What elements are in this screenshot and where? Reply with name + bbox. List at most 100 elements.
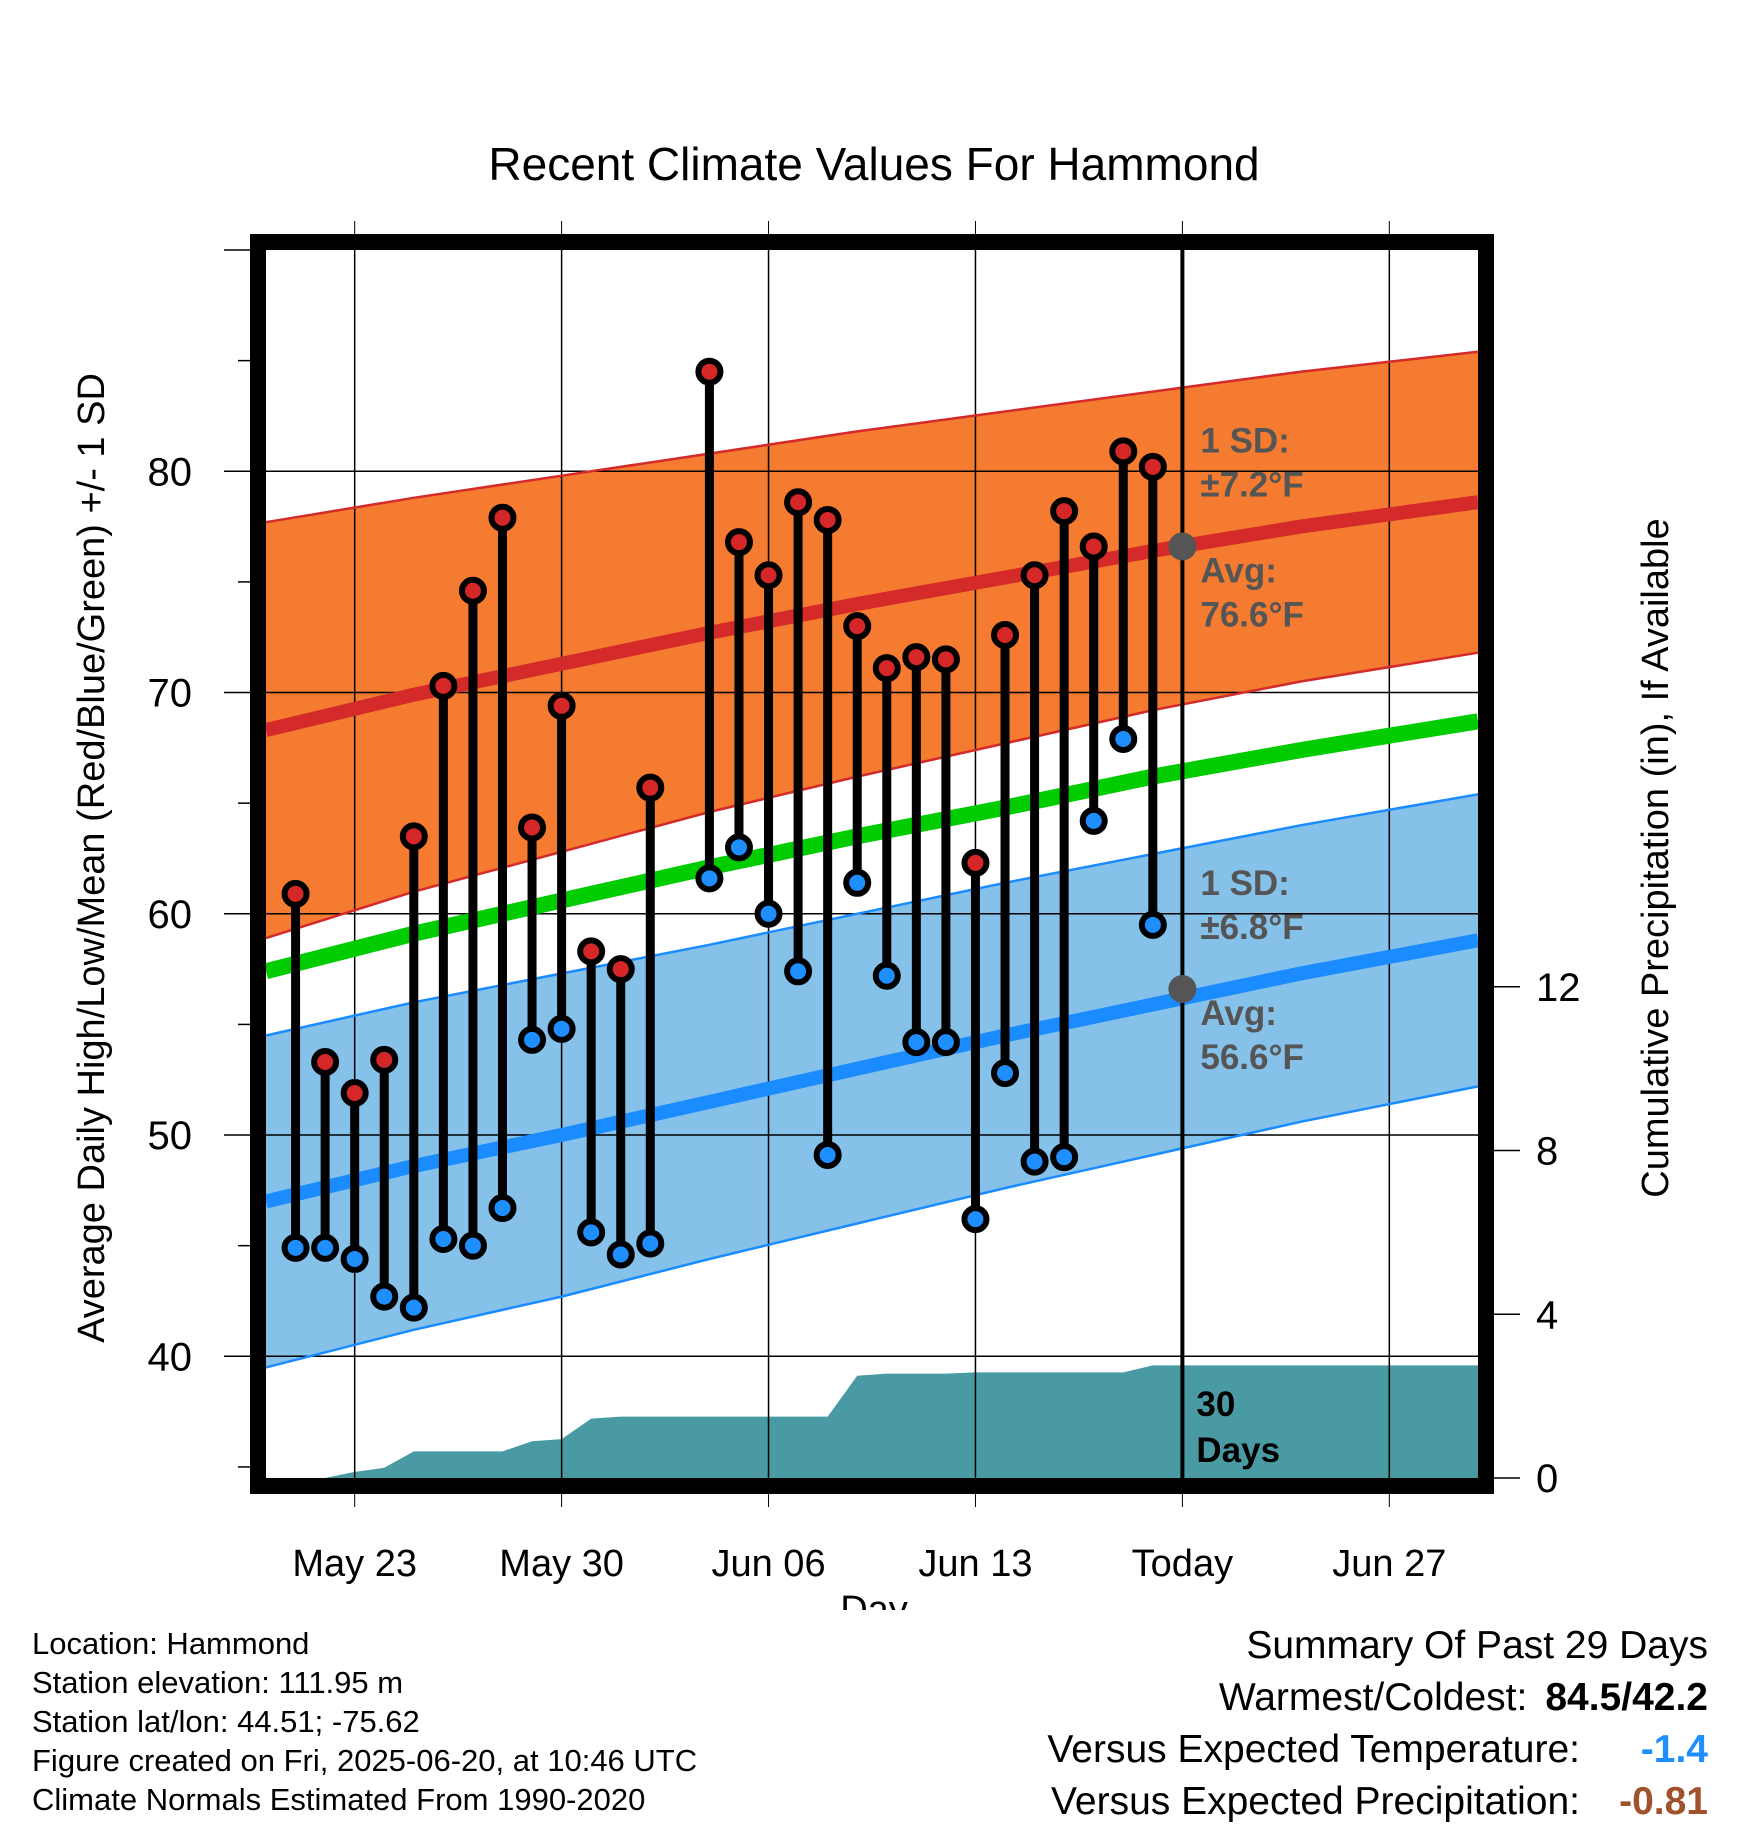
- x-tick-label: May 30: [499, 1543, 624, 1585]
- y2-axis-label: Cumulative Precipitation (in), If Availa…: [1635, 518, 1677, 1197]
- precip-area: [266, 1365, 1478, 1478]
- y-tick-label: 80: [148, 450, 193, 494]
- x-tick-label: Jun 06: [711, 1543, 825, 1585]
- daily-low-point: [606, 1240, 635, 1269]
- daily-high-point: [813, 505, 842, 534]
- y2-tick-label: 12: [1536, 966, 1581, 1010]
- daily-low-point: [1079, 806, 1108, 835]
- daily-low-point: [340, 1244, 369, 1273]
- avg-label: Avg:: [1200, 551, 1276, 590]
- temp-departure-label: Versus Expected Temperature:: [1047, 1728, 1580, 1771]
- daily-high-point: [577, 937, 606, 966]
- y-tick-label: 60: [148, 893, 193, 937]
- daily-low-point: [281, 1233, 310, 1262]
- daily-low-point: [724, 833, 753, 862]
- today-days-label: Days: [1196, 1431, 1280, 1470]
- daily-high-point: [1138, 452, 1167, 481]
- warm-cold-label: Warmest/Coldest:: [1218, 1676, 1528, 1719]
- climate-normals-note: Climate Normals Estimated From 1990-2020: [32, 1782, 646, 1817]
- daily-high-point: [843, 612, 872, 641]
- daily-high-point: [281, 879, 310, 908]
- daily-low-point: [577, 1218, 606, 1247]
- low-sd-band: [266, 794, 1478, 1368]
- daily-low-point: [636, 1229, 665, 1258]
- daily-low-point: [902, 1028, 931, 1057]
- today-avg-marker: [1168, 532, 1197, 561]
- daily-high-point: [370, 1045, 399, 1074]
- daily-low-point: [813, 1140, 842, 1169]
- summary-heading: Summary Of Past 29 Days: [1246, 1624, 1708, 1667]
- y-axis-label: Average Daily High/Low/Mean (Red/Blue/Gr…: [71, 373, 113, 1343]
- today-days-label: 30: [1196, 1385, 1235, 1424]
- daily-low-point: [1020, 1147, 1049, 1176]
- daily-low-point: [961, 1205, 990, 1234]
- daily-low-point: [311, 1233, 340, 1262]
- daily-high-point: [636, 773, 665, 802]
- precip-departure-value: -0.81: [1619, 1780, 1708, 1823]
- normal-high-line: [264, 495, 1479, 737]
- daily-low-point: [429, 1225, 458, 1254]
- daily-low-point: [754, 899, 783, 928]
- daily-high-point: [429, 671, 458, 700]
- daily-high-point: [754, 561, 783, 590]
- avg-label: Avg:: [1200, 994, 1276, 1033]
- station-location: Location: Hammond: [32, 1626, 310, 1661]
- normal-low-line: [264, 933, 1480, 1209]
- daily-low-point: [399, 1293, 428, 1322]
- x-tick-label: May 23: [292, 1543, 417, 1585]
- daily-high-point: [458, 576, 487, 605]
- daily-low-point: [1138, 910, 1167, 939]
- warm-cold-value: 84.5/42.2: [1545, 1676, 1708, 1719]
- daily-high-point: [606, 955, 635, 984]
- summary-precip: Versus Expected Precipitation: -0.81: [1047, 1776, 1708, 1828]
- daily-high-point: [931, 645, 960, 674]
- daily-high-point: [1109, 437, 1138, 466]
- plot-frame: [250, 234, 1494, 1494]
- daily-high-point: [872, 654, 901, 683]
- temp-departure-value: -1.4: [1640, 1728, 1708, 1771]
- y2-tick-label: 8: [1536, 1130, 1558, 1174]
- station-info: Location: Hammond Station elevation: 111…: [32, 1624, 697, 1819]
- sd-value: ±6.8°F: [1200, 908, 1303, 947]
- daily-low-point: [784, 957, 813, 986]
- daily-high-point: [340, 1079, 369, 1108]
- sd-value: ±7.2°F: [1200, 465, 1303, 504]
- daily-high-point: [488, 503, 517, 532]
- daily-high-point: [695, 357, 724, 386]
- y2-tick-label: 4: [1536, 1293, 1558, 1337]
- station-elevation: Station elevation: 111.95 m: [32, 1665, 404, 1700]
- sd-label: 1 SD:: [1200, 864, 1289, 903]
- daily-low-point: [991, 1059, 1020, 1088]
- climate-chart: Recent Climate Values For Hammond 30 Days…: [71, 138, 1677, 1610]
- daily-low-point: [370, 1282, 399, 1311]
- station-latlon: Station lat/lon: 44.51; -75.62: [32, 1704, 420, 1739]
- x-axis-label: Day: [840, 1589, 908, 1610]
- daily-low-point: [547, 1014, 576, 1043]
- daily-high-point: [991, 620, 1020, 649]
- avg-value: 76.6°F: [1200, 595, 1304, 634]
- daily-low-point: [518, 1025, 547, 1054]
- daily-high-point: [518, 813, 547, 842]
- avg-value: 56.6°F: [1200, 1038, 1304, 1077]
- daily-low-point: [488, 1194, 517, 1223]
- y-tick-label: 70: [148, 672, 193, 716]
- daily-high-point: [1020, 561, 1049, 590]
- high-sd-upper-line: [265, 350, 1479, 524]
- y2-tick-label: 0: [1536, 1457, 1558, 1501]
- daily-low-point: [872, 961, 901, 990]
- summary-warm-cold: Warmest/Coldest: 84.5/42.2: [1047, 1672, 1708, 1724]
- daily-high-point: [724, 528, 753, 557]
- figure-created: Figure created on Fri, 2025-06-20, at 10…: [32, 1743, 698, 1778]
- precip-departure-label: Versus Expected Precipitation:: [1051, 1780, 1580, 1823]
- x-tick-label: Jun 13: [918, 1543, 1032, 1585]
- daily-high-point: [1079, 532, 1108, 561]
- low-sd-upper-line: [265, 793, 1479, 1037]
- y-tick-label: 50: [148, 1114, 193, 1158]
- daily-low-point: [1050, 1143, 1079, 1172]
- y-tick-label: 40: [148, 1335, 193, 1379]
- daily-low-point: [695, 864, 724, 893]
- daily-high-point: [311, 1048, 340, 1077]
- high-sd-band: [266, 351, 1478, 939]
- sd-label: 1 SD:: [1200, 421, 1289, 460]
- daily-low-point: [843, 868, 872, 897]
